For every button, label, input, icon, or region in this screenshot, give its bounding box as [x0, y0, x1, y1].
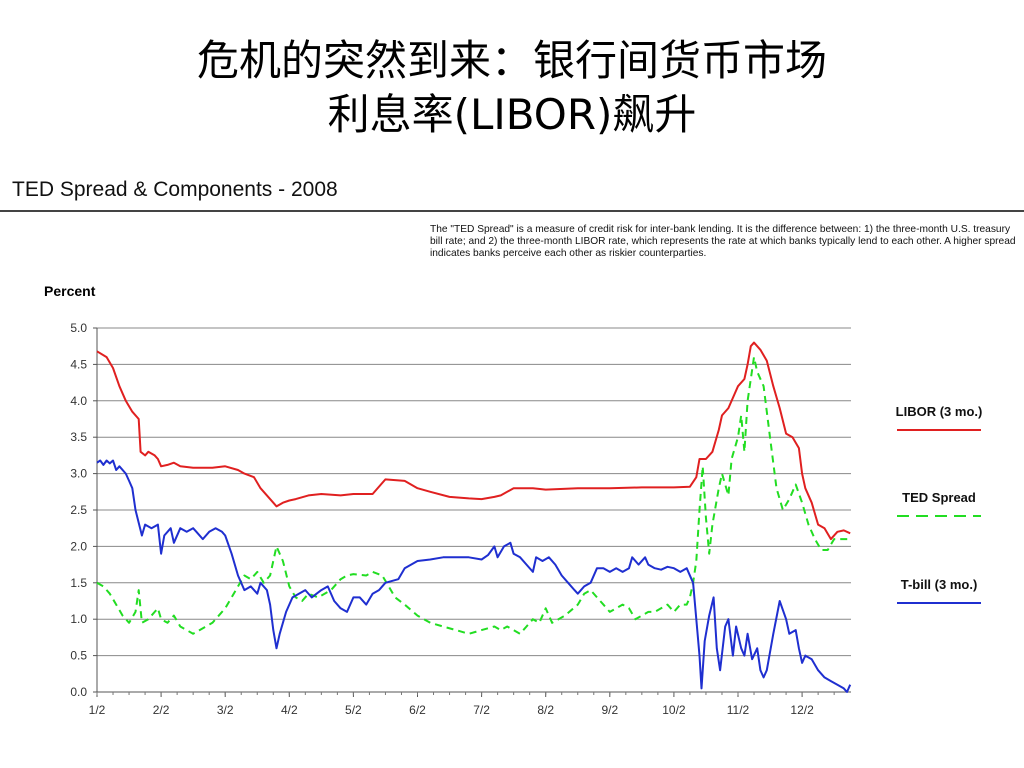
x-tick-label: 10/2: [662, 703, 686, 717]
x-tick-label: 11/2: [727, 703, 750, 717]
y-tick-label: 0.5: [70, 649, 87, 663]
slide-title-line1: 危机的突然到来：银行间货币市场: [196, 36, 827, 85]
y-tick-label: 3.0: [70, 467, 87, 481]
chart-title: TED Spread & Components - 2008: [12, 178, 338, 201]
x-tick-label: 3/2: [217, 703, 234, 717]
series-line-0: [96, 341, 851, 541]
legend-label-0: LIBOR (3 mo.): [896, 404, 983, 419]
header-divider: [0, 210, 1024, 212]
y-axis-label: Percent: [44, 283, 96, 299]
legend-label-2: T-bill (3 mo.): [901, 577, 978, 592]
slide-title-line2: 利息率(LIBOR)飙升: [327, 90, 697, 139]
y-tick-label: 5.0: [70, 321, 87, 335]
x-tick-label: 4/2: [281, 703, 298, 717]
y-tick-label: 1.5: [70, 576, 87, 590]
x-tick-label: 5/2: [345, 703, 362, 717]
slide-title: 危机的突然到来：银行间货币市场 利息率(LIBOR)飙升: [0, 34, 1024, 142]
chart-description: The "TED Spread" is a measure of credit …: [430, 224, 1016, 259]
x-tick-label: 7/2: [473, 703, 490, 717]
y-tick-label: 4.0: [70, 394, 87, 408]
x-tick-label: 2/2: [153, 703, 170, 717]
y-tick-label: 0.0: [70, 685, 87, 699]
x-tick-label: 8/2: [537, 703, 554, 717]
y-tick-label: 2.5: [70, 503, 87, 517]
y-tick-label: 4.5: [70, 357, 87, 371]
y-tick-label: 3.5: [70, 430, 87, 444]
y-tick-label: 2.0: [70, 539, 87, 553]
x-tick-label: 9/2: [601, 703, 618, 717]
series-line-1: [96, 356, 851, 635]
x-tick-label: 6/2: [409, 703, 426, 717]
series-line-2: [96, 459, 852, 693]
x-tick-label: 12/2: [790, 703, 814, 717]
x-tick-label: 1/2: [89, 703, 106, 717]
y-tick-label: 1.0: [70, 612, 87, 626]
legend-label-1: TED Spread: [902, 490, 976, 505]
